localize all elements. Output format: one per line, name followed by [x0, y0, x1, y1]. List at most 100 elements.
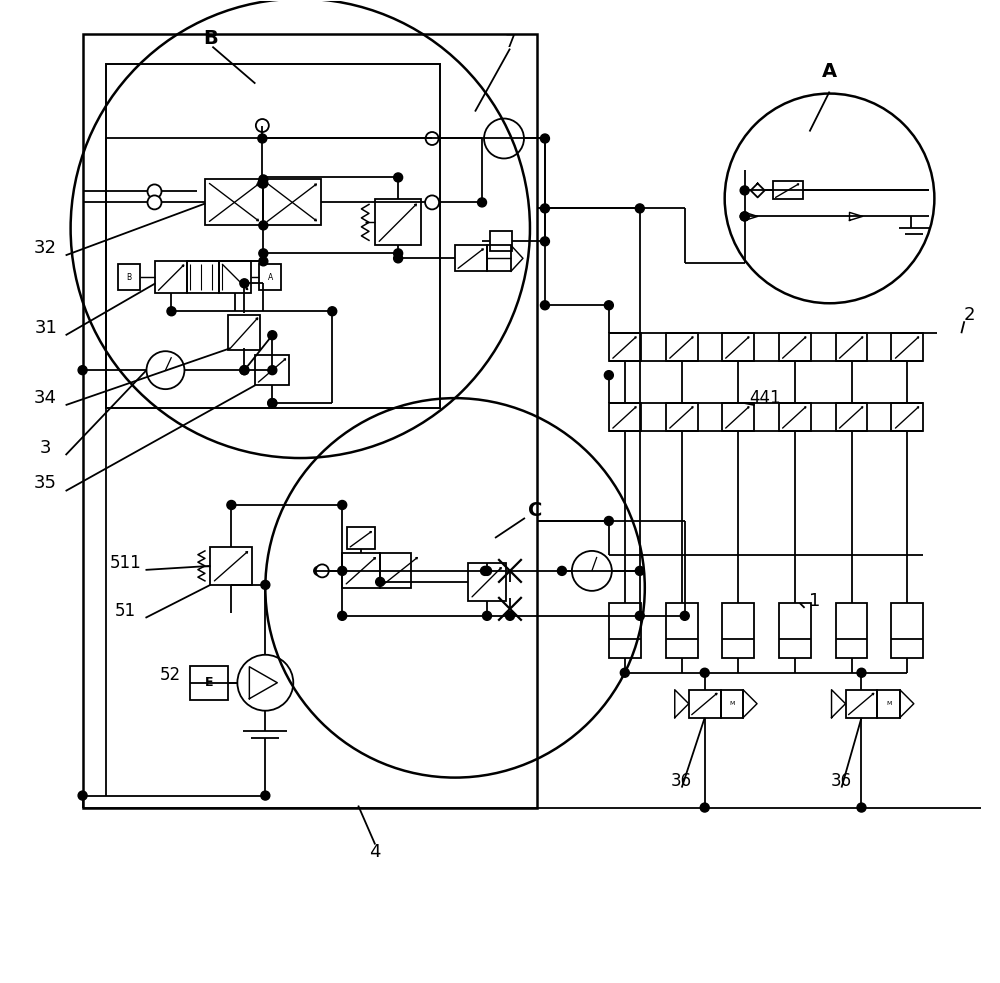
Bar: [722, 403, 754, 432]
Text: M: M: [886, 701, 891, 706]
Circle shape: [557, 566, 566, 575]
Circle shape: [268, 399, 277, 408]
Circle shape: [700, 668, 709, 677]
Circle shape: [240, 279, 249, 288]
Bar: [263, 180, 321, 225]
Text: 35: 35: [34, 474, 57, 492]
Bar: [891, 603, 923, 658]
Circle shape: [604, 301, 613, 310]
Circle shape: [857, 803, 866, 812]
Bar: [205, 180, 263, 225]
Circle shape: [425, 196, 439, 209]
Bar: [666, 403, 698, 432]
Bar: [891, 333, 923, 361]
Circle shape: [259, 179, 268, 188]
Bar: [779, 603, 811, 658]
Circle shape: [268, 399, 277, 408]
Text: 1: 1: [809, 592, 820, 609]
Bar: [219, 261, 251, 293]
Circle shape: [167, 307, 176, 316]
Text: A: A: [822, 62, 837, 81]
Bar: [689, 690, 721, 718]
Circle shape: [740, 212, 749, 221]
Circle shape: [478, 198, 487, 206]
Circle shape: [259, 221, 268, 230]
Bar: [609, 603, 641, 658]
Bar: [455, 246, 487, 271]
Circle shape: [259, 257, 268, 265]
Circle shape: [483, 611, 492, 620]
Bar: [187, 261, 219, 293]
Bar: [891, 403, 923, 432]
Circle shape: [740, 186, 749, 195]
Bar: [836, 333, 867, 361]
Bar: [347, 527, 375, 549]
Circle shape: [620, 668, 629, 677]
Bar: [342, 552, 380, 588]
Circle shape: [540, 301, 549, 310]
Text: A: A: [268, 273, 273, 282]
Circle shape: [240, 366, 249, 375]
Bar: [106, 64, 440, 408]
Bar: [487, 246, 511, 271]
Circle shape: [540, 203, 549, 213]
Bar: [155, 261, 187, 293]
Bar: [846, 690, 877, 718]
Circle shape: [338, 611, 347, 620]
Bar: [722, 333, 754, 361]
Circle shape: [261, 791, 270, 800]
Circle shape: [604, 516, 613, 526]
Circle shape: [240, 366, 249, 375]
Text: C: C: [528, 501, 542, 520]
Circle shape: [426, 132, 439, 145]
Bar: [779, 403, 811, 432]
Bar: [773, 182, 803, 200]
Circle shape: [147, 196, 161, 209]
Circle shape: [338, 566, 347, 575]
Text: 511: 511: [110, 553, 141, 572]
Text: B: B: [203, 29, 218, 48]
Text: E: E: [205, 676, 214, 689]
Circle shape: [338, 500, 347, 509]
Circle shape: [376, 577, 385, 587]
Circle shape: [261, 580, 270, 590]
Bar: [228, 316, 260, 350]
Circle shape: [394, 254, 403, 262]
Circle shape: [314, 566, 323, 575]
Circle shape: [740, 212, 749, 221]
Bar: [836, 603, 867, 658]
Circle shape: [268, 366, 277, 375]
Circle shape: [227, 500, 236, 509]
Text: 32: 32: [34, 239, 57, 258]
Text: M: M: [729, 701, 735, 706]
Circle shape: [635, 611, 644, 620]
Circle shape: [540, 237, 549, 246]
Bar: [666, 333, 698, 361]
Circle shape: [259, 175, 268, 184]
Circle shape: [78, 366, 87, 375]
Circle shape: [700, 803, 709, 812]
Text: 51: 51: [115, 602, 136, 620]
Circle shape: [147, 185, 161, 199]
Circle shape: [78, 791, 87, 800]
Text: 36: 36: [671, 772, 692, 789]
Text: 34: 34: [34, 389, 57, 407]
Bar: [255, 355, 289, 385]
Circle shape: [540, 134, 549, 143]
Bar: [210, 547, 252, 585]
Circle shape: [258, 179, 267, 188]
Text: 2: 2: [964, 307, 975, 324]
Circle shape: [258, 134, 267, 143]
Text: 441: 441: [749, 389, 780, 407]
Bar: [118, 264, 140, 290]
Bar: [259, 264, 281, 290]
Bar: [490, 231, 512, 252]
Bar: [83, 33, 537, 808]
Bar: [877, 690, 900, 718]
Text: 31: 31: [34, 319, 57, 337]
Circle shape: [483, 566, 492, 575]
Circle shape: [635, 203, 644, 213]
Circle shape: [328, 307, 337, 316]
Circle shape: [394, 249, 403, 258]
Circle shape: [857, 668, 866, 677]
